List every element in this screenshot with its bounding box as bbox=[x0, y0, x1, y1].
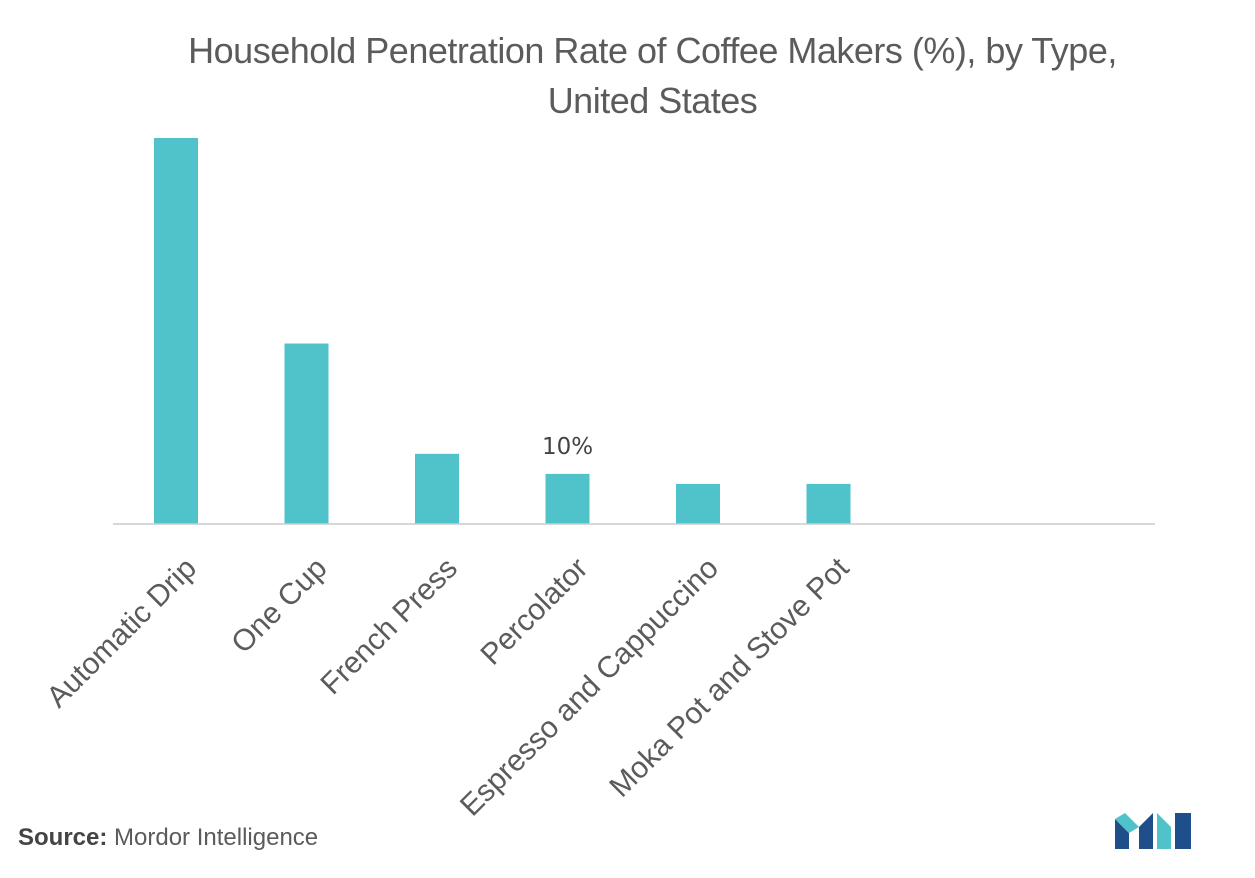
data-label: 10% bbox=[542, 434, 593, 460]
bar-percolator bbox=[545, 473, 590, 524]
bar-one-cup bbox=[284, 343, 329, 524]
category-label: Moka Pot and Stove Pot bbox=[603, 551, 856, 804]
source-note: Source: Mordor Intelligence bbox=[18, 824, 318, 852]
source-text: Mordor Intelligence bbox=[114, 824, 319, 851]
data-labels-group: 10% bbox=[542, 434, 593, 460]
mordor-intelligence-logo-icon bbox=[1115, 813, 1191, 849]
category-label: French Press bbox=[314, 552, 463, 701]
category-label: One Cup bbox=[225, 552, 333, 660]
bar-french-press bbox=[415, 453, 459, 524]
source-label: Source: bbox=[18, 824, 108, 851]
category-label: Percolator bbox=[474, 552, 594, 672]
category-label: Automatic Drip bbox=[41, 552, 203, 714]
chart-title: Household Penetration Rate of Coffee Mak… bbox=[188, 30, 1117, 121]
bar-moka-pot-and-stove-pot bbox=[806, 483, 851, 524]
bar-espresso-and-cappuccino bbox=[676, 483, 720, 524]
bars-group bbox=[154, 138, 851, 524]
bar-automatic-drip bbox=[154, 138, 198, 524]
category-label: Espresso and Cappuccino bbox=[454, 552, 725, 823]
